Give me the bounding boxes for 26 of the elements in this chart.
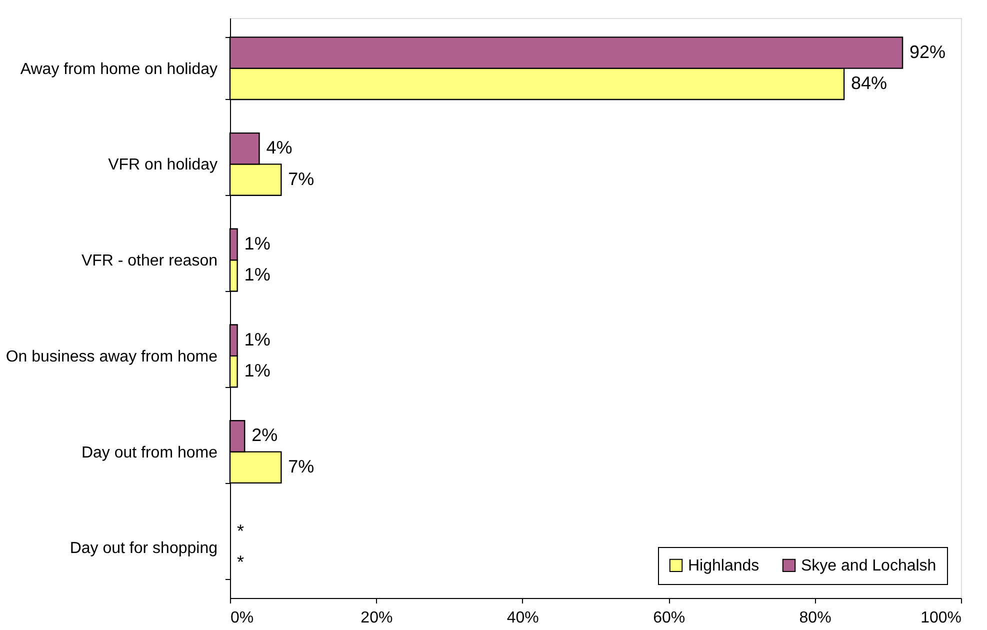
data-label: 2% — [252, 425, 278, 446]
data-label: 84% — [851, 72, 888, 93]
text: * — [237, 521, 244, 542]
x-tick-label: 20% — [360, 610, 393, 626]
data-label: 1% — [244, 264, 270, 285]
data-label: 92% — [910, 42, 946, 62]
x-tick-label: 80% — [799, 610, 832, 626]
data-label: 1% — [244, 233, 270, 254]
data-label: 1% — [244, 329, 270, 350]
x-tick-label: 60% — [653, 610, 686, 626]
legend-label: Skye and Lochalsh — [801, 557, 936, 574]
text: * — [237, 552, 244, 572]
y-tick-label: Away from home on holiday — [20, 60, 218, 78]
data-label: 1% — [244, 360, 270, 381]
x-tick-label: 100% — [920, 610, 962, 626]
x-tick-label: 40% — [506, 610, 539, 626]
y-tick-label: VFR on holiday — [108, 156, 218, 174]
y-tick-label: Day out from home — [81, 444, 218, 462]
legend-label: Highlands — [688, 557, 760, 574]
y-tick-label: Day out for shopping — [70, 540, 218, 558]
x-tick-label: 0% — [230, 610, 254, 626]
y-tick-label: On business away from home — [6, 348, 218, 366]
data-label: 7% — [288, 456, 314, 476]
data-label: 7% — [288, 168, 314, 189]
data-label: 4% — [266, 138, 292, 158]
y-tick-label: VFR - other reason — [81, 252, 218, 270]
